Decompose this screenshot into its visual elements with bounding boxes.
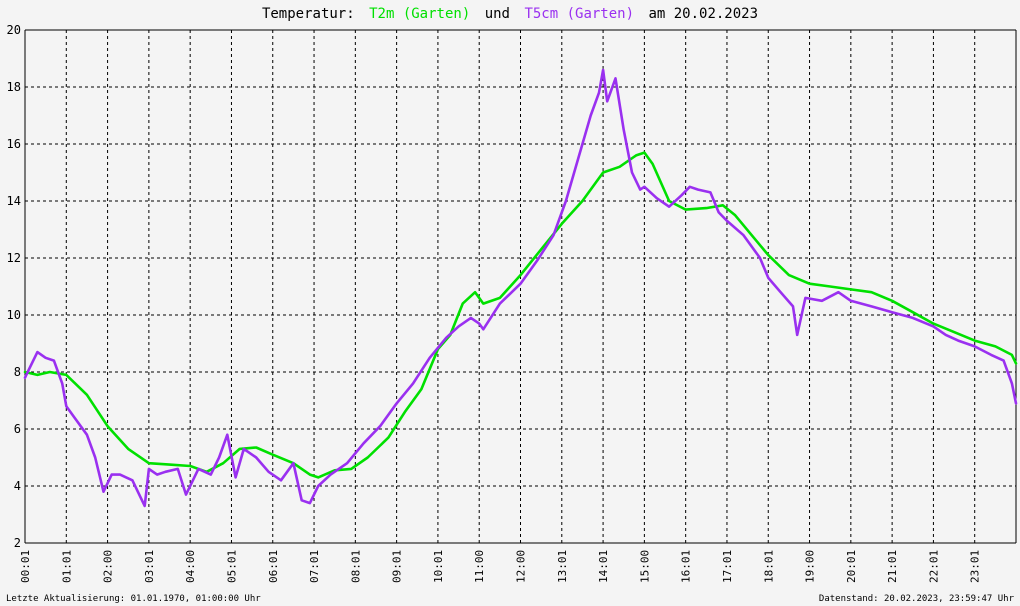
x-tick-label: 00:01	[19, 550, 32, 583]
x-tick-label: 20:01	[845, 550, 858, 583]
title-series-t2m: T2m (Garten)	[369, 6, 470, 22]
y-tick-labels: 2 4 6 8 10 12 14 16 18 20	[7, 23, 21, 550]
x-tick-label: 15:00	[638, 550, 651, 583]
y-tick-label: 16	[7, 137, 21, 151]
x-tick-label: 22:01	[927, 550, 940, 583]
x-tick-label: 02:00	[102, 550, 115, 583]
y-tick-label: 12	[7, 251, 21, 265]
x-tick-label: 07:01	[308, 550, 321, 583]
x-tick-labels: 00:01 01:01 02:00 03:01 04:00 05:01 06:01 07:01…	[19, 550, 982, 583]
x-tick-label: 09:01	[391, 550, 404, 583]
x-tick-label: 10:01	[432, 550, 445, 583]
series-line-t5cm	[23, 68, 1018, 508]
axes	[24, 29, 1017, 544]
x-tick-label: 06:01	[267, 550, 280, 583]
y-tick-label: 8	[14, 365, 21, 379]
x-tick-label: 19:00	[804, 550, 817, 583]
y-tick-label: 14	[7, 194, 21, 208]
y-tick-label: 20	[7, 23, 21, 37]
x-tick-label: 18:01	[762, 550, 775, 583]
x-tick-label: 03:01	[143, 550, 156, 583]
footer-data-status: Datenstand: 20.02.2023, 23:59:47 Uhr	[819, 594, 1015, 604]
x-tick-label: 08:01	[349, 550, 362, 583]
title-prefix: Temperatur:	[262, 6, 355, 22]
x-tick-label: 12:00	[515, 550, 528, 583]
series-lines	[23, 68, 1018, 508]
footer-last-update: Letzte Aktualisierung: 01.01.1970, 01:00…	[6, 594, 261, 604]
x-tick-label: 23:01	[969, 550, 982, 583]
y-tick-label: 6	[14, 422, 21, 436]
x-tick-label: 05:01	[225, 550, 238, 583]
x-tick-label: 13:01	[556, 550, 569, 583]
x-tick-label: 16:01	[680, 550, 693, 583]
x-tick-label: 21:01	[886, 550, 899, 583]
y-tick-label: 4	[14, 479, 21, 493]
x-tick-label: 11:00	[473, 550, 486, 583]
x-tick-label: 17:01	[721, 550, 734, 583]
title-series-t5cm: T5cm (Garten)	[524, 6, 634, 22]
x-tick-label: 01:01	[60, 550, 73, 583]
y-tick-label: 18	[7, 80, 21, 94]
x-tick-label: 14:01	[597, 550, 610, 583]
y-tick-label: 10	[7, 308, 21, 322]
grid-lines	[25, 30, 1016, 543]
title-conjunction: und	[485, 6, 510, 22]
y-tick-label: 2	[14, 536, 21, 550]
title-suffix: am 20.02.2023	[648, 6, 758, 22]
chart-title: Temperatur: T2m (Garten) und T5cm (Garte…	[262, 6, 758, 22]
x-tick-label: 04:00	[184, 550, 197, 583]
